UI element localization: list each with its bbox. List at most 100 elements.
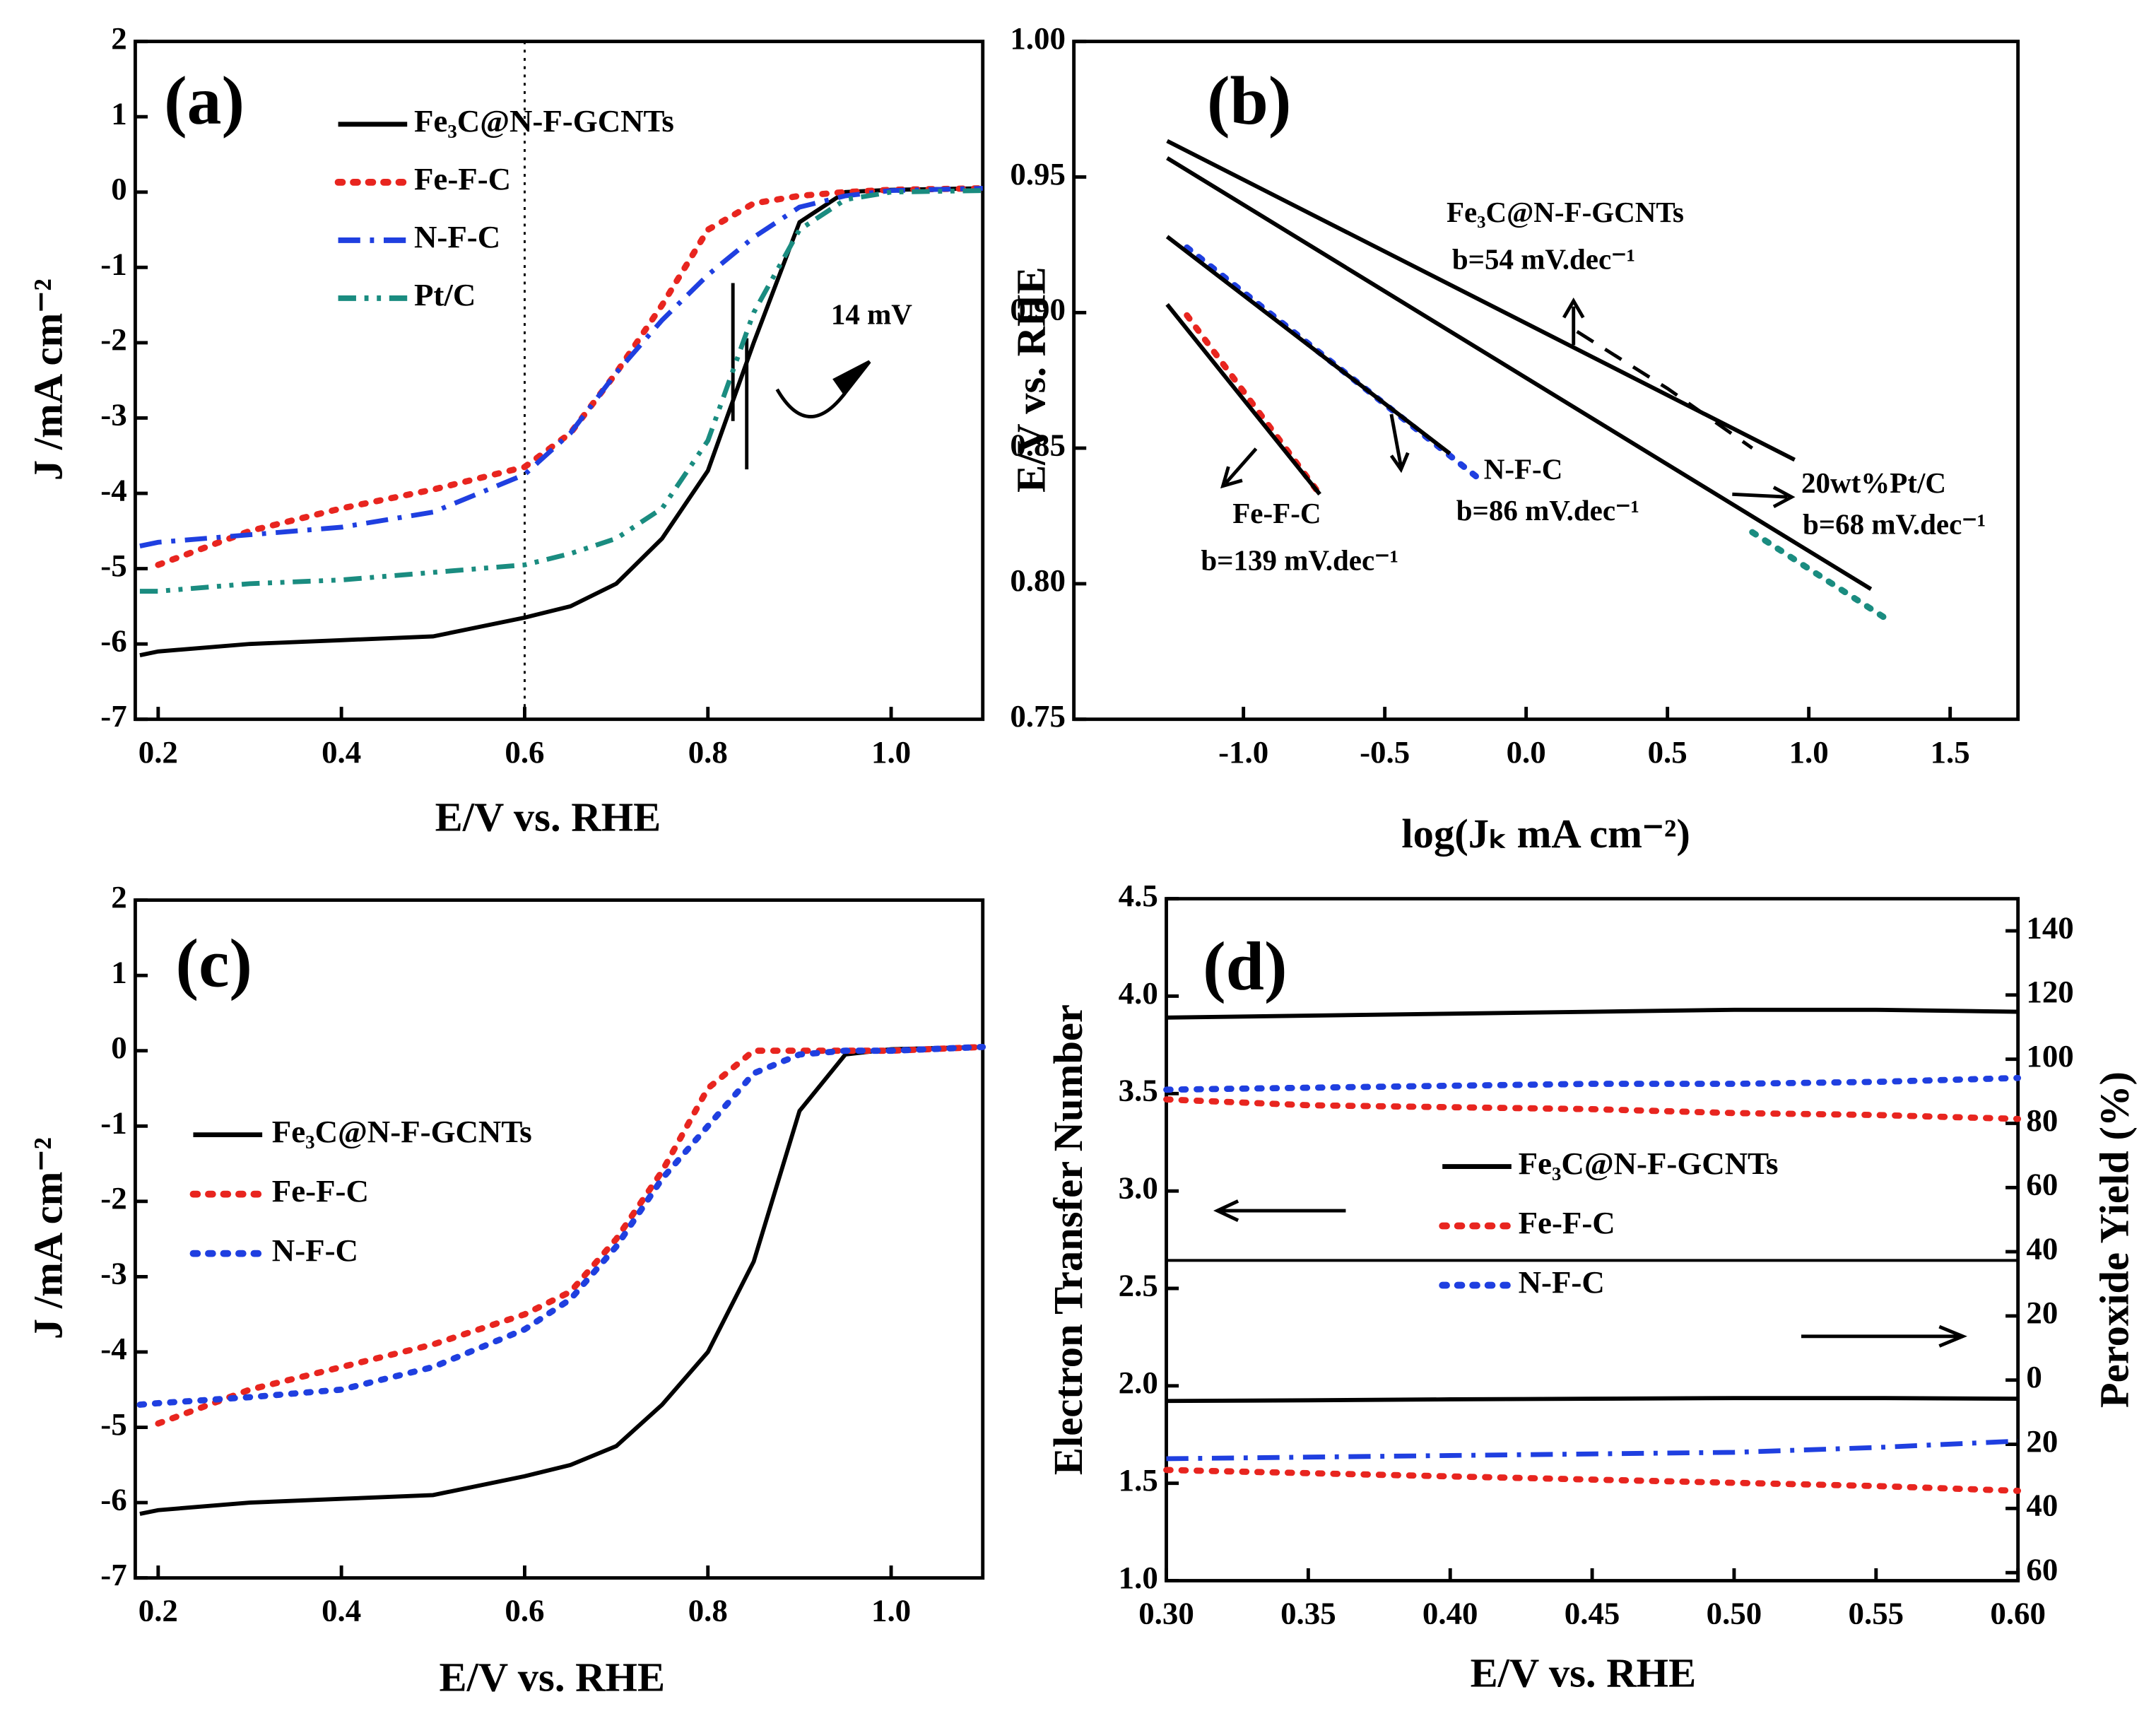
- x-tick-label: 1.0: [871, 734, 911, 770]
- y-tick-label: 2: [111, 879, 126, 915]
- series-line: [139, 186, 983, 657]
- x-tick-label: 0.4: [322, 1593, 361, 1628]
- x-tick-label: 0.55: [1849, 1596, 1904, 1631]
- y2-tick-label: 80: [2026, 1103, 2058, 1138]
- panel: 0.2 0.4 0.6 0.8 1.0 2 1 0 -1 -2 -3 -4 -5 -6 -7 Fe₃C@N-F…: [25, 879, 986, 1700]
- arrow: [1801, 1324, 1967, 1348]
- y-tick-label: 0.95: [1010, 156, 1066, 192]
- y-tick-label: 2: [111, 20, 126, 56]
- series-line: [155, 185, 986, 568]
- arrow: [1732, 486, 1796, 509]
- series-line: [139, 186, 983, 548]
- y-tick-label: 1: [111, 96, 126, 131]
- series-line: [136, 1043, 986, 1408]
- y-tick-label: 2.0: [1119, 1365, 1158, 1400]
- y2-tick-label: 60: [2026, 1167, 2058, 1202]
- y2-axis-label: Peroxide Yield (%): [2092, 1071, 2138, 1408]
- x-tick-label: 0.35: [1280, 1596, 1336, 1631]
- x-tick-label: 0.8: [688, 734, 728, 770]
- y-tick-label: -7: [100, 1557, 126, 1592]
- y-tick-label: 0: [111, 171, 126, 206]
- y-tick-label: -5: [100, 1406, 126, 1442]
- y2-tick-label: 140: [2026, 910, 2073, 945]
- series-line: [1576, 330, 1754, 450]
- legend-label: Fe-F-C: [272, 1173, 369, 1209]
- series-line: [1163, 1096, 2022, 1122]
- y-tick-label: -5: [100, 548, 126, 583]
- y-tick-label: 0.90: [1010, 292, 1066, 327]
- x-tick-label: 0.2: [139, 734, 178, 770]
- x-tick-label: 0.2: [139, 1593, 178, 1628]
- x-tick-label: 1.0: [1789, 734, 1829, 770]
- y2-tick-label: 100: [2026, 1038, 2073, 1074]
- x-tick-label: 0.6: [505, 734, 544, 770]
- y-tick-label: -2: [100, 322, 126, 357]
- y-tick-label: 3.0: [1119, 1170, 1158, 1205]
- x-axis-label: E/V vs. RHE: [435, 794, 661, 840]
- x-tick-label: 0.5: [1648, 734, 1687, 770]
- y-tick-label: 2.5: [1119, 1267, 1158, 1303]
- annotation: b=139 mV.dec⁻¹: [1201, 543, 1398, 576]
- y-tick-label: 1.00: [1010, 20, 1066, 56]
- series-line: [1166, 156, 1873, 592]
- y-tick-label: -1: [100, 1105, 126, 1141]
- y-tick-label: 4.0: [1119, 975, 1158, 1011]
- panel-label: (b): [1207, 63, 1291, 139]
- panel: 0.30 0.35 0.40 0.45 0.50 0.55 0.60 1.0 1.5 2.0 2.5…: [1045, 878, 2138, 1696]
- curved-arrow: [775, 388, 847, 418]
- legend-label: Fe₃C@N-F-GCNTs: [414, 103, 674, 139]
- plot-frame: [133, 898, 985, 1580]
- y-axis-label: E/V vs. RHE: [1008, 266, 1054, 493]
- y-tick-label: -6: [100, 623, 126, 658]
- annotation: b=86 mV.dec⁻¹: [1456, 494, 1639, 527]
- y-tick-label: -7: [100, 698, 126, 734]
- series-line: [1166, 1438, 2018, 1462]
- x-tick-label: 0.60: [1990, 1596, 2046, 1631]
- arrow: [1389, 413, 1410, 474]
- x-tick-label: 0.4: [322, 734, 361, 770]
- x-axis-label: log(Jₖ mA cm⁻²): [1401, 811, 1690, 857]
- y-tick-label: -3: [100, 1256, 126, 1291]
- series-line: [139, 1045, 983, 1516]
- annotation: 14 mV: [831, 298, 912, 331]
- legend-label: Fe₃C@N-F-GCNTs: [272, 1114, 532, 1149]
- y2-tick-label: 60: [2026, 1551, 2058, 1587]
- y-tick-label: 3.5: [1119, 1073, 1158, 1108]
- arrow: [1220, 447, 1258, 489]
- series-line: [1166, 1007, 2018, 1020]
- legend-label: Fe-F-C: [414, 161, 511, 196]
- x-tick-label: 0.8: [688, 1593, 728, 1628]
- legend-label: Fe₃C@N-F-GCNTs: [1519, 1146, 1779, 1181]
- series-line: [1165, 302, 1321, 496]
- y-tick-label: 0: [111, 1030, 126, 1065]
- x-tick-label: 1.5: [1931, 734, 1970, 770]
- annotation: b=54 mV.dec⁻¹: [1452, 243, 1635, 276]
- plot-frame: [1072, 40, 2020, 722]
- y-tick-label: 1.0: [1119, 1560, 1158, 1595]
- annotation: 20wt%Pt/C: [1801, 466, 1946, 499]
- y-axis-label: J /mA cm⁻²: [25, 278, 71, 481]
- x-tick-label: 0.0: [1507, 734, 1546, 770]
- panel: 0.2 0.4 0.6 0.8 1.0 2 1 0 -1 -2 -3 -4 -5 -6 -7 Fe₃C@N-F…: [25, 20, 986, 840]
- y-axis-label: Electron Transfer Number: [1045, 1004, 1091, 1475]
- y2-tick-label: 40: [2026, 1488, 2058, 1523]
- y2-tick-label: 0: [2026, 1359, 2042, 1394]
- x-axis-label: E/V vs. RHE: [440, 1655, 666, 1700]
- legend-label: N-F-C: [414, 219, 500, 254]
- y2-tick-label: 20: [2026, 1295, 2058, 1330]
- series-line: [139, 188, 983, 594]
- legend-label: Fe-F-C: [1519, 1205, 1615, 1240]
- plot-frame: [133, 40, 985, 722]
- y-tick-label: 1.5: [1119, 1462, 1158, 1498]
- panel-label: (a): [164, 63, 245, 139]
- series-line: [1163, 1467, 2022, 1494]
- x-tick-label: 0.30: [1138, 1596, 1194, 1631]
- y-tick-label: 4.5: [1119, 878, 1158, 913]
- x-tick-label: 0.6: [505, 1593, 544, 1628]
- y2-tick-label: 40: [2026, 1230, 2058, 1266]
- arrow-head: [832, 360, 871, 396]
- series-line: [1166, 139, 1796, 462]
- y-axis-label: J /mA cm⁻²: [25, 1137, 71, 1339]
- x-tick-label: 0.40: [1422, 1596, 1478, 1631]
